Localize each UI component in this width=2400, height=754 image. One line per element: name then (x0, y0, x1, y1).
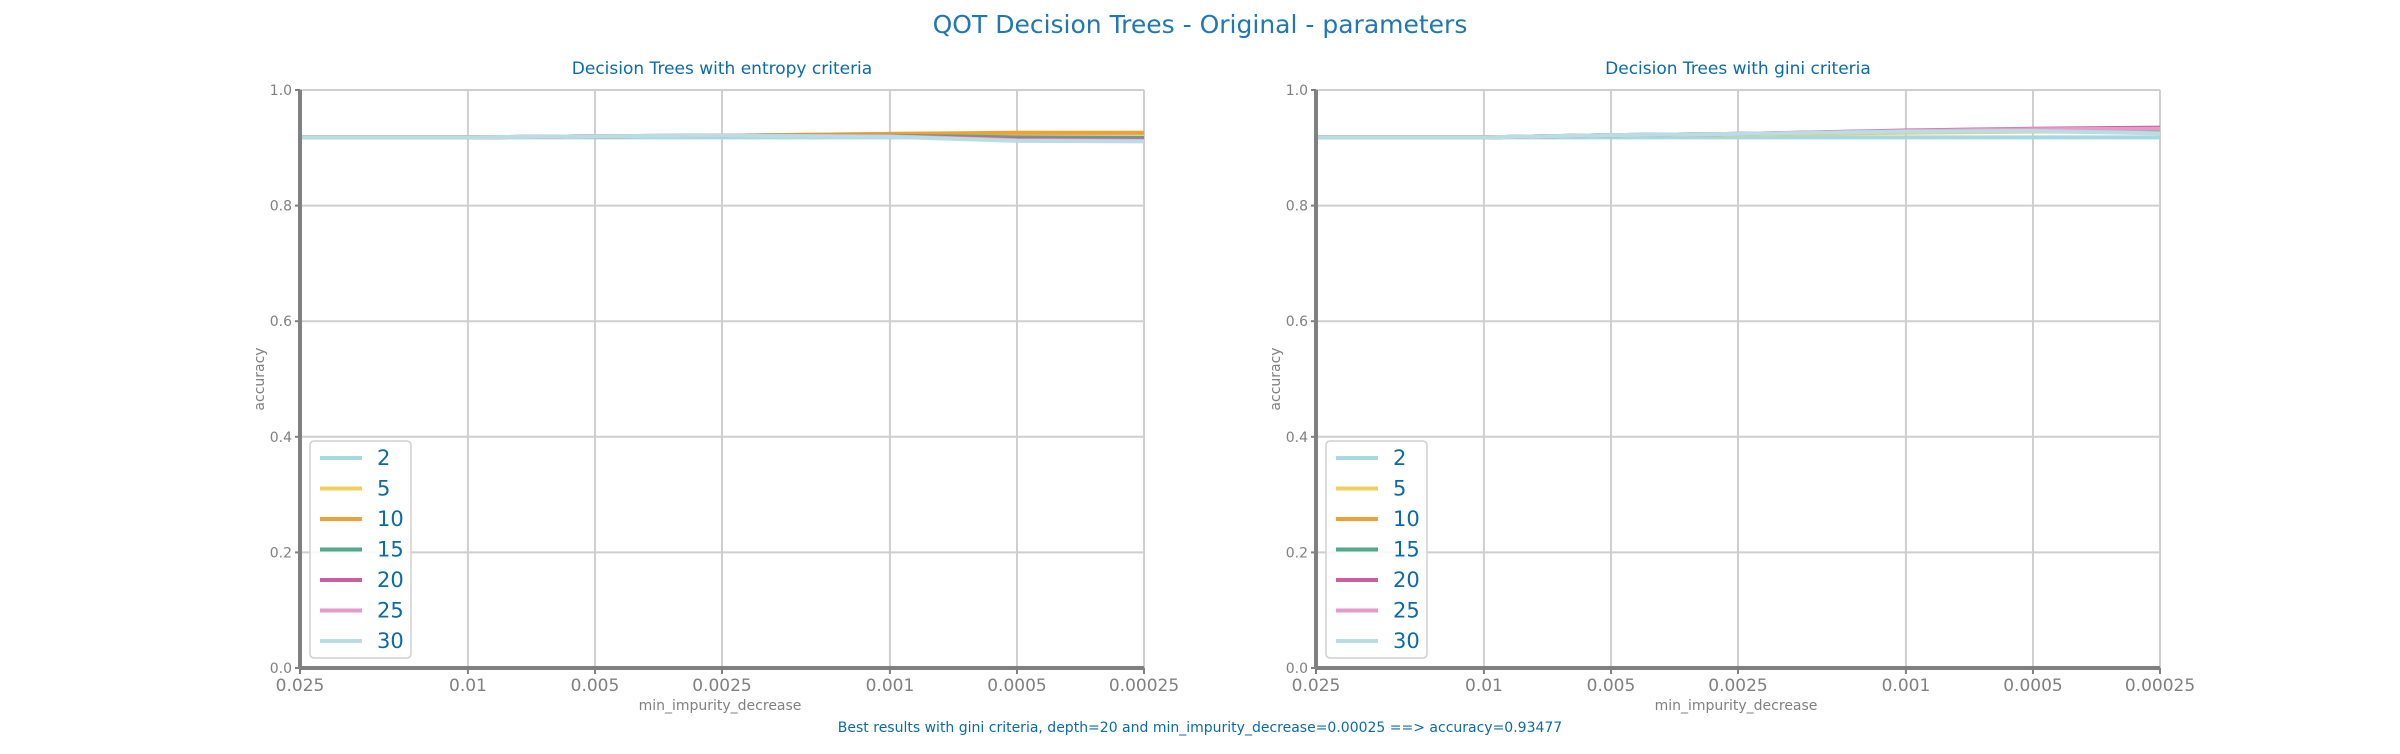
legend-label-30: 30 (1393, 629, 1420, 653)
y-tick-label: 0.2 (1286, 545, 1308, 561)
x-tick-label: 0.025 (276, 676, 325, 696)
x-tick-label: 0.0005 (987, 676, 1046, 696)
legend-label-15: 15 (377, 538, 404, 562)
x-tick-label: 0.0025 (692, 676, 751, 696)
x-tick-label: 0.005 (571, 676, 620, 696)
legend-label-15: 15 (1393, 538, 1420, 562)
legend-label-10: 10 (377, 507, 404, 531)
y-tick-label: 0.2 (270, 545, 292, 561)
legend-label-2: 2 (377, 446, 390, 470)
y-tick-label: 0.4 (1286, 430, 1308, 446)
panel-title: Decision Trees with gini criteria (1605, 59, 1871, 79)
chart-panel-2: Decision Trees with gini criteria 0.0 0.2 0… (1268, 59, 2195, 714)
x-tick-label: 0.0005 (2003, 676, 2062, 696)
legend-label-30: 30 (377, 629, 404, 653)
chart-panel-1: Decision Trees with entropy criteria0.00… (252, 59, 1179, 714)
y-axis-label: accuracy (1268, 347, 1284, 410)
x-tick-label: 0.01 (1465, 676, 1503, 696)
y-tick-label: 0.4 (270, 430, 292, 446)
legend-label-20: 20 (1393, 568, 1420, 592)
x-tick-label: 0.001 (1882, 676, 1931, 696)
legend-label-20: 20 (377, 568, 404, 592)
y-tick-label: 0.6 (1286, 314, 1308, 330)
panel-title: Decision Trees with entropy criteria (572, 59, 872, 79)
legend-label-10: 10 (1393, 507, 1420, 531)
series-line-30 (300, 133, 1145, 144)
x-tick-label: 0.01 (449, 676, 487, 696)
legend-label-2: 2 (1393, 446, 1406, 470)
x-axis-label: min_impurity_decrease (639, 698, 802, 714)
figure-title: QOT Decision Trees - Original - paramete… (933, 10, 1468, 39)
legend-label-25: 25 (1393, 599, 1420, 623)
best-results-caption: Best results with gini criteria, depth=2… (838, 720, 1562, 736)
y-tick-label: 1.0 (270, 83, 292, 99)
x-axis-label: min_impurity_decrease (1655, 698, 1818, 714)
legend-label-5: 5 (377, 477, 390, 501)
x-tick-label: 0.00025 (1109, 676, 1179, 696)
panels: Decision Trees with entropy criteria0.00… (252, 59, 2195, 714)
x-tick-label: 0.0025 (1708, 676, 1767, 696)
x-tick-label: 0.00025 (2125, 676, 2195, 696)
y-tick-label: 0.0 (270, 661, 292, 677)
y-tick-label: 0.6 (270, 314, 292, 330)
y-tick-label: 0.8 (1286, 199, 1308, 215)
x-tick-label: 0.025 (1292, 676, 1341, 696)
legend-label-5: 5 (1393, 477, 1406, 501)
x-tick-label: 0.005 (1587, 676, 1636, 696)
legend-label-25: 25 (377, 599, 404, 623)
x-tick-label: 0.001 (866, 676, 915, 696)
y-tick-label: 0.8 (270, 199, 292, 215)
y-tick-label: 1.0 (1286, 83, 1308, 99)
series-line-30 (1316, 129, 2161, 140)
y-tick-label: 0.0 (1286, 661, 1308, 677)
y-axis-label: accuracy (252, 347, 268, 410)
